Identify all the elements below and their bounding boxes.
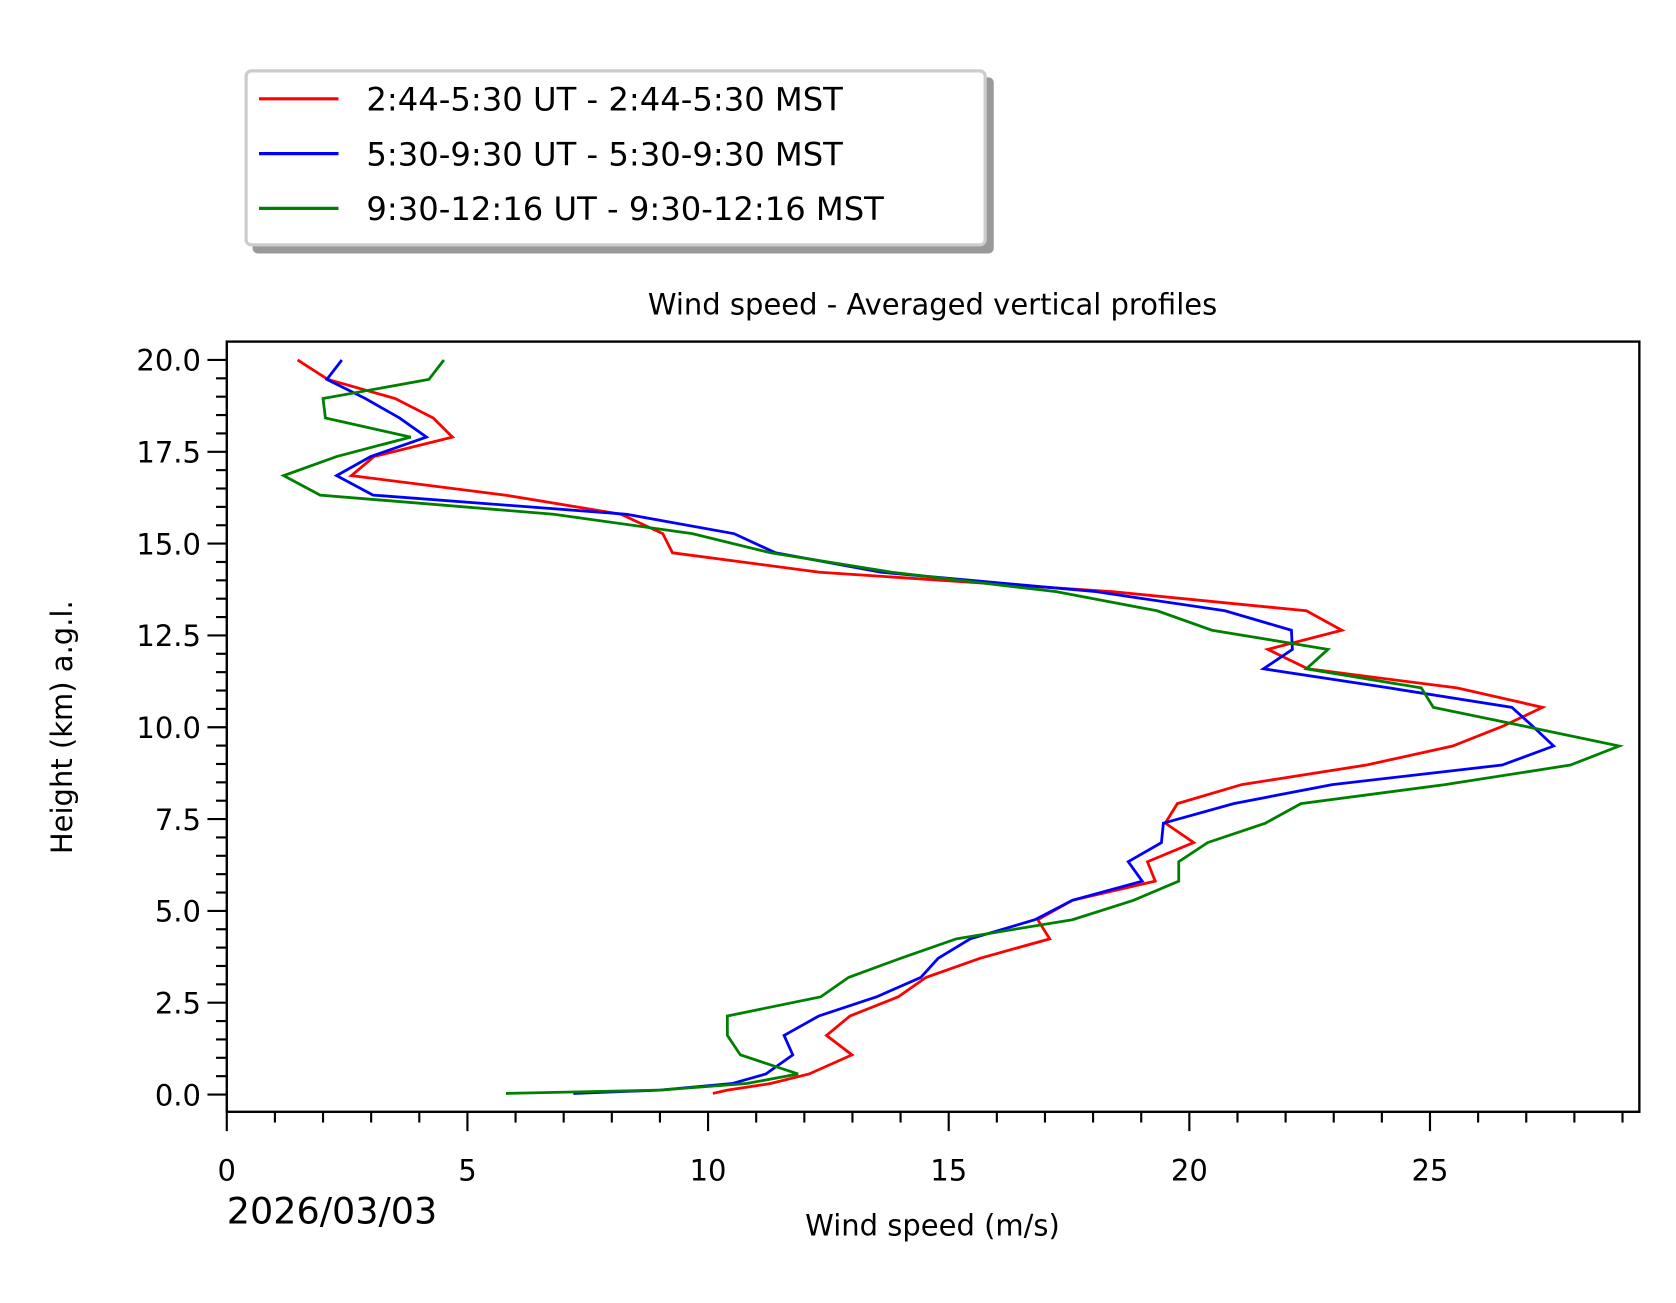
y-tick-label: 17.5 (136, 436, 201, 470)
x-tick-label: 5 (458, 1154, 476, 1188)
y-tick-label: 10.0 (136, 711, 201, 745)
legend-entry-label: 5:30-9:30 UT - 5:30-9:30 MST (366, 135, 843, 173)
plot-area (280, 358, 1625, 1095)
y-tick-label: 2.5 (155, 986, 201, 1020)
series-line-3 (280, 359, 1625, 1095)
legend: 2:44-5:30 UT - 2:44-5:30 MST 5:30-9:30 UT… (244, 69, 994, 254)
x-tick-label: 25 (1412, 1154, 1449, 1188)
legend-entry-label: 9:30-12:16 UT - 9:30-12:16 MST (366, 190, 884, 228)
series-line-1 (296, 358, 1547, 1095)
legend-box (244, 69, 987, 247)
date-label: 2026/03/03 (227, 1190, 437, 1233)
y-tick-label: 15.0 (136, 527, 201, 561)
legend-entry-label: 2:44-5:30 UT - 2:44-5:30 MST (366, 81, 843, 119)
x-tick-label: 20 (1171, 1154, 1208, 1188)
y-axis-label: Height (km) a.g.l. (45, 600, 79, 854)
y-tick-label: 20.0 (136, 344, 201, 378)
axis-ticks: 0 5 10 15 20 25 0.0 2.5 5.0 7.5 10.0 12.5 15.0 17.5 20… (136, 344, 1624, 1188)
x-tick-label: 15 (930, 1154, 967, 1188)
y-tick-label: 12.5 (136, 619, 201, 653)
y-tick-label: 7.5 (155, 803, 201, 837)
y-tick-label: 5.0 (155, 895, 201, 929)
y-tick-label: 0.0 (155, 1078, 201, 1112)
chart-title: Wind speed - Averaged vertical profiles (648, 288, 1217, 322)
x-axis-label: Wind speed (m/s) (805, 1208, 1060, 1242)
x-tick-label: 0 (218, 1154, 236, 1188)
plot-frame (225, 340, 1641, 1113)
series-line-2 (324, 359, 1557, 1095)
x-tick-label: 10 (690, 1154, 727, 1188)
